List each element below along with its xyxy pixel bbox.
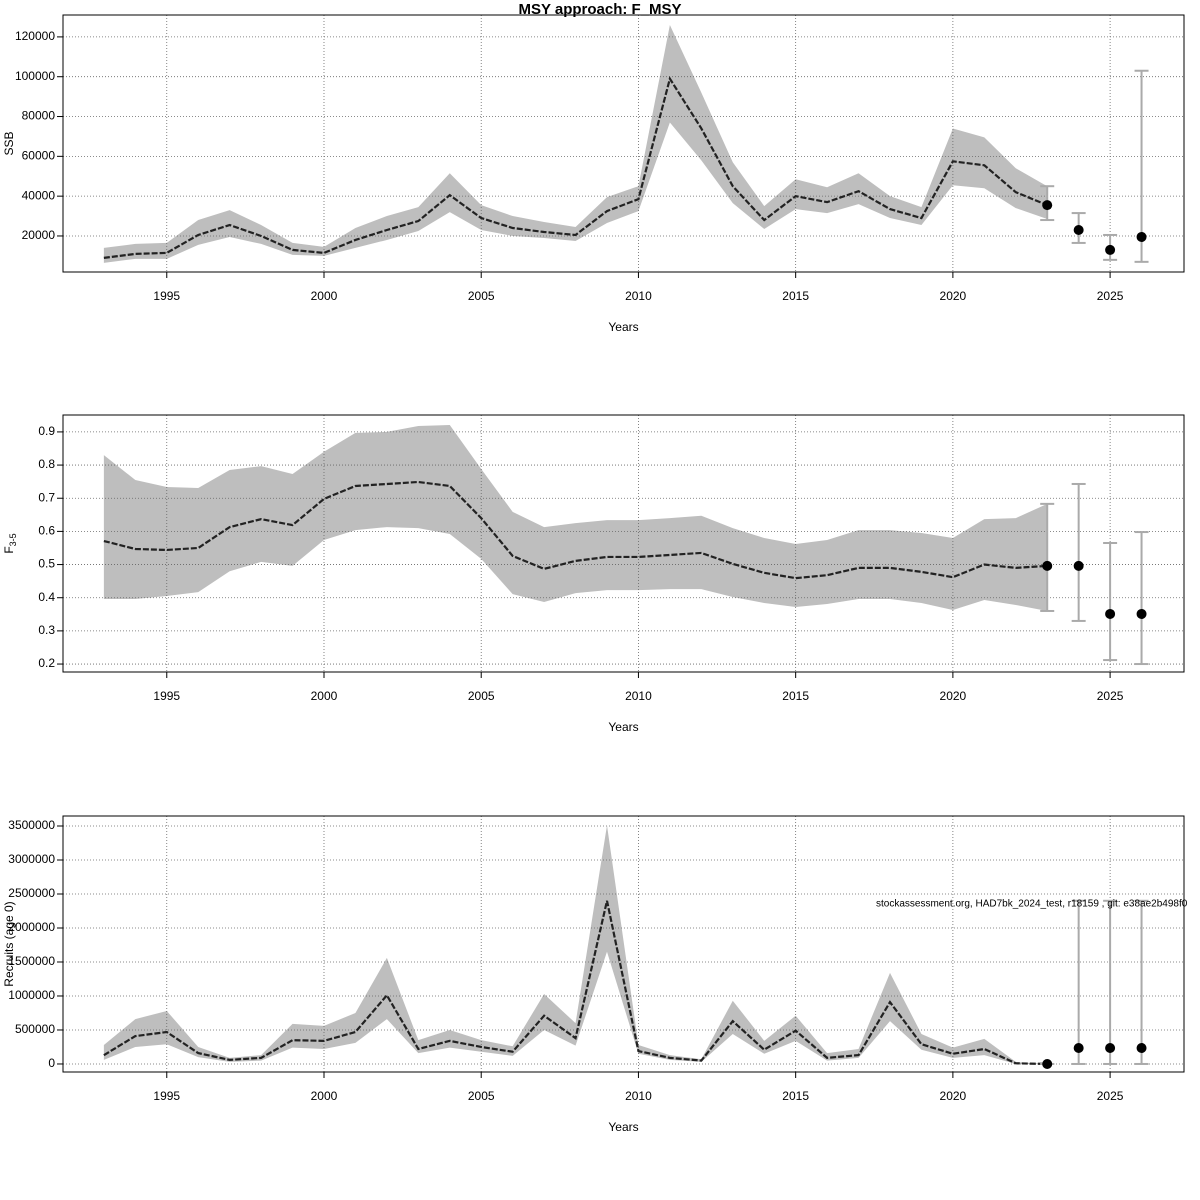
y-tick-label: 100000 — [15, 69, 55, 83]
estimate-line — [103, 900, 1048, 1066]
x-tick-label: 2025 — [1097, 289, 1124, 303]
forecast-point — [1042, 200, 1053, 211]
y-tick-label: 0.5 — [38, 557, 55, 571]
x-tick-label: 2020 — [940, 1089, 967, 1103]
estimate-line — [103, 75, 1048, 259]
error-bar — [1103, 899, 1118, 1065]
y-tick-label: 0.7 — [38, 490, 55, 504]
x-tick-label: 2000 — [311, 689, 338, 703]
forecast-point — [1136, 1042, 1147, 1053]
y-tick-label: 500000 — [15, 1022, 55, 1036]
x-axis-label: Years — [608, 720, 638, 734]
error-bar — [1134, 531, 1149, 666]
estimate-line — [103, 480, 1048, 580]
y-tick-label: 40000 — [22, 188, 56, 202]
y-axis-label: Recruits (age 0) — [2, 901, 16, 986]
forecast-point — [1042, 560, 1053, 571]
forecast-point — [1105, 244, 1116, 255]
y-tick-label: 0.3 — [38, 623, 55, 637]
forecast-point — [1105, 1042, 1116, 1053]
error-bar — [1040, 502, 1055, 612]
y-tick-label: 0.6 — [38, 524, 55, 538]
forecast-point — [1073, 560, 1084, 571]
y-axis-label-text: F — [2, 546, 16, 553]
x-tick-label: 2020 — [940, 689, 967, 703]
confidence-band — [103, 825, 1048, 1064]
forecast-point — [1105, 608, 1116, 619]
confidence-band — [103, 424, 1048, 611]
y-tick-label: 0.4 — [38, 590, 55, 604]
x-tick-label: 2025 — [1097, 1089, 1124, 1103]
y-tick-label: 2000000 — [8, 920, 55, 934]
y-tick-label: 60000 — [22, 149, 56, 163]
forecast-point — [1136, 231, 1147, 242]
x-tick-label: 2000 — [311, 1089, 338, 1103]
error-bar — [1071, 899, 1086, 1065]
x-tick-label: 2015 — [782, 1089, 809, 1103]
forecast-point — [1073, 224, 1084, 235]
y-tick-label: 1500000 — [8, 954, 55, 968]
x-tick-label: 1995 — [153, 1089, 180, 1103]
x-axis-label: Years — [608, 1120, 638, 1134]
error-bar — [1103, 542, 1118, 662]
y-tick-label: 1000000 — [8, 988, 55, 1002]
x-tick-label: 2015 — [782, 689, 809, 703]
chart-title: MSY approach: F_MSY — [518, 1, 681, 18]
x-tick-label: 1995 — [153, 689, 180, 703]
confidence-band — [103, 24, 1048, 263]
plot-frame — [62, 14, 1185, 273]
x-tick-label: 2010 — [625, 289, 652, 303]
x-tick-label: 2010 — [625, 689, 652, 703]
y-tick-label: 120000 — [15, 29, 55, 43]
error-bar — [1134, 69, 1149, 263]
x-tick-label: 2000 — [311, 289, 338, 303]
forecast-point — [1073, 1042, 1084, 1053]
y-tick-label: 20000 — [22, 228, 56, 242]
x-tick-label: 1995 — [153, 289, 180, 303]
y-axis-label: F3-5 — [2, 533, 18, 553]
error-bar — [1134, 899, 1149, 1065]
y-tick-label: 3000000 — [8, 852, 55, 866]
y-tick-label: 80000 — [22, 109, 56, 123]
y-tick-label: 3500000 — [8, 818, 55, 832]
y-tick-label: 0 — [48, 1056, 55, 1070]
forecast-point — [1042, 1058, 1053, 1069]
forecast-point — [1136, 608, 1147, 619]
y-tick-label: 0.8 — [38, 457, 55, 471]
x-tick-label: 2005 — [468, 689, 495, 703]
y-axis-label-text: SSB — [2, 131, 16, 155]
x-tick-label: 2005 — [468, 1089, 495, 1103]
x-axis-label: Years — [608, 320, 638, 334]
y-axis-label-subscript: 3-5 — [8, 533, 18, 546]
error-bar — [1071, 482, 1086, 622]
plot-frame — [62, 815, 1185, 1073]
y-axis-label-text: Recruits (age 0) — [2, 901, 16, 986]
y-tick-label: 0.2 — [38, 656, 55, 670]
x-tick-label: 2010 — [625, 1089, 652, 1103]
x-tick-label: 2015 — [782, 289, 809, 303]
annotation: stockassessment.org, HAD7bk_2024_test, r… — [876, 899, 1188, 910]
x-tick-label: 2005 — [468, 289, 495, 303]
y-tick-label: 2500000 — [8, 886, 55, 900]
x-tick-label: 2020 — [940, 289, 967, 303]
y-tick-label: 0.9 — [38, 424, 55, 438]
plot-frame — [62, 414, 1185, 673]
x-tick-label: 2025 — [1097, 689, 1124, 703]
y-axis-label: SSB — [2, 131, 16, 155]
